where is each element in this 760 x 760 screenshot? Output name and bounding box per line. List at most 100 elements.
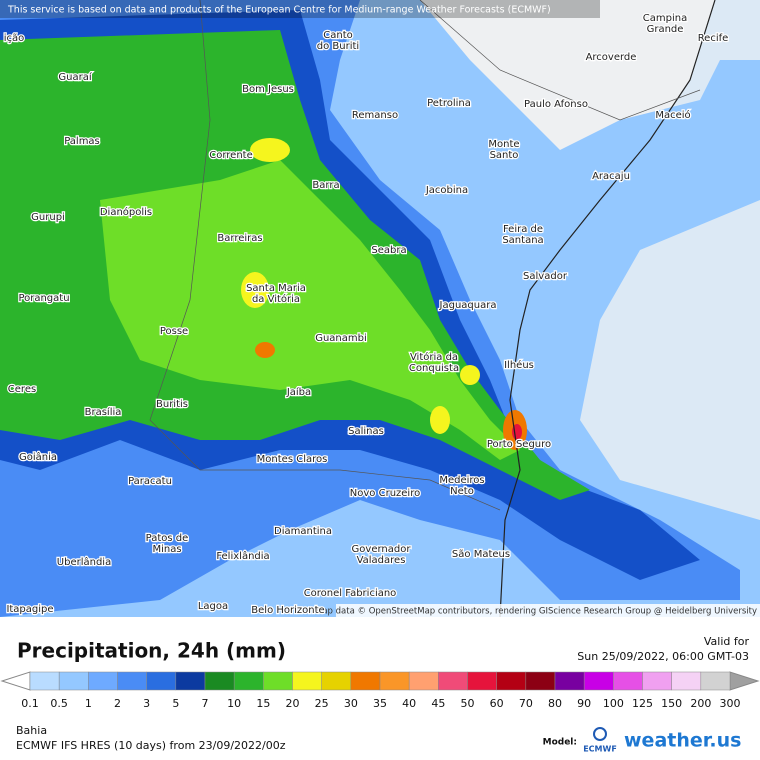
tick-label: 50 bbox=[461, 697, 475, 710]
place-label: Uberlândia bbox=[57, 556, 111, 568]
tick-label: 30 bbox=[344, 697, 358, 710]
color-box bbox=[58, 671, 89, 691]
tick-label: 15 bbox=[256, 697, 270, 710]
attribution-bg bbox=[336, 604, 760, 617]
tick-label: 1 bbox=[85, 697, 92, 710]
place-label: Guanambi bbox=[315, 333, 367, 344]
place-label: Goiânia bbox=[19, 451, 57, 463]
place-label: Maceió bbox=[655, 109, 690, 121]
color-box bbox=[438, 671, 468, 691]
place-label: Porto Seguro bbox=[487, 439, 551, 450]
color-box bbox=[88, 671, 118, 691]
color-box bbox=[496, 671, 527, 691]
model-logo: ECMWF bbox=[583, 745, 617, 754]
valid-label: Valid for bbox=[704, 635, 750, 648]
place-label: São Mateus bbox=[452, 549, 510, 560]
place-label: Bom Jesus bbox=[242, 84, 294, 95]
tick-label: 20 bbox=[286, 697, 300, 710]
place-label: Porangatu bbox=[18, 293, 69, 304]
color-box bbox=[117, 671, 147, 691]
border bbox=[419, 0, 701, 121]
place-label: Santa Maria bbox=[246, 283, 306, 294]
place-label: Feira de bbox=[503, 224, 543, 235]
rain-spot bbox=[430, 406, 450, 434]
tick-label: 90 bbox=[577, 697, 591, 710]
place-label: Patos de bbox=[146, 533, 189, 544]
place-label: Canto bbox=[323, 30, 353, 41]
color-box bbox=[671, 671, 702, 691]
place-label: Remanso bbox=[352, 110, 398, 121]
tick-label: 10 bbox=[227, 697, 241, 710]
tick-label: 125 bbox=[632, 697, 653, 710]
color-box bbox=[321, 671, 352, 691]
tick-label: 60 bbox=[490, 697, 504, 710]
rain-lime bbox=[100, 160, 520, 460]
place-label: Campina bbox=[643, 13, 687, 24]
color-box bbox=[29, 671, 60, 691]
model-run: ECMWF IFS HRES (10 days) from 23/09/2022… bbox=[16, 739, 286, 752]
tick-label: 200 bbox=[690, 697, 711, 710]
place-label: Lagoa bbox=[198, 601, 228, 612]
place-label: Barra bbox=[312, 180, 339, 191]
tick-label: 7 bbox=[202, 697, 209, 710]
color-box bbox=[408, 671, 439, 691]
place-label: Dianópolis bbox=[100, 206, 152, 218]
tick-label: 100 bbox=[603, 697, 624, 710]
place-label: Governador bbox=[352, 544, 412, 555]
place-label: Conquista bbox=[409, 363, 459, 374]
tick-label: 35 bbox=[373, 697, 387, 710]
notice: This service is based on data and produc… bbox=[7, 5, 551, 16]
place-label: Arcoverde bbox=[586, 52, 637, 63]
place-label: Seabra bbox=[371, 245, 406, 256]
tick-label: 45 bbox=[431, 697, 445, 710]
tick-label: 0.1 bbox=[21, 697, 39, 710]
place-label: Paracatu bbox=[128, 476, 172, 487]
place-label: Gurupi bbox=[31, 212, 65, 223]
place-label: Vitória da bbox=[410, 351, 458, 363]
place-label: Salinas bbox=[348, 426, 384, 437]
color-box bbox=[642, 671, 672, 691]
place-label: Guaraí bbox=[58, 71, 92, 83]
color-box bbox=[263, 671, 293, 691]
place-label: Jaíba bbox=[286, 386, 311, 398]
place-label: Santana bbox=[502, 235, 543, 246]
model-label: Model: bbox=[543, 738, 577, 748]
color-box bbox=[467, 671, 497, 691]
tick-label: 5 bbox=[172, 697, 179, 710]
ecmwf-icon bbox=[593, 727, 607, 741]
color-box bbox=[554, 671, 585, 691]
rain-spot bbox=[241, 272, 269, 308]
place-label: Medeiros bbox=[439, 475, 484, 486]
color-box bbox=[700, 671, 731, 691]
region: Bahia bbox=[16, 724, 47, 737]
color-box bbox=[525, 671, 556, 691]
place-label: Ceres bbox=[8, 384, 36, 395]
arrow-high bbox=[729, 671, 760, 691]
tick-label: 80 bbox=[548, 697, 562, 710]
place-label: Felixlândia bbox=[216, 550, 269, 562]
rain-spot bbox=[460, 365, 480, 385]
place-label: Neto bbox=[450, 486, 474, 497]
place-label: Ilhéus bbox=[504, 359, 534, 371]
place-label: Petrolina bbox=[427, 98, 471, 109]
color-box bbox=[204, 671, 235, 691]
color-box bbox=[350, 671, 381, 691]
place-label: Salvador bbox=[523, 271, 568, 282]
place-label: Brasília bbox=[85, 406, 122, 418]
place-label: Novo Cruzeiro bbox=[350, 488, 420, 499]
tick-label: 3 bbox=[143, 697, 150, 710]
border bbox=[149, 0, 501, 511]
tick-label: 0.5 bbox=[50, 697, 68, 710]
tick-label: 70 bbox=[519, 697, 533, 710]
place-label: Buritis bbox=[156, 399, 188, 410]
place-label: Santo bbox=[490, 150, 519, 161]
tick-label: 150 bbox=[661, 697, 682, 710]
place-label: Paulo Afonso bbox=[524, 99, 588, 110]
coastline bbox=[499, 0, 716, 618]
place-label: Jacobina bbox=[425, 185, 468, 196]
place-label: Jaguaquara bbox=[439, 300, 497, 311]
place-label: Posse bbox=[160, 326, 188, 337]
place-label: Diamantina bbox=[274, 526, 332, 537]
place-label: ição bbox=[4, 33, 25, 44]
